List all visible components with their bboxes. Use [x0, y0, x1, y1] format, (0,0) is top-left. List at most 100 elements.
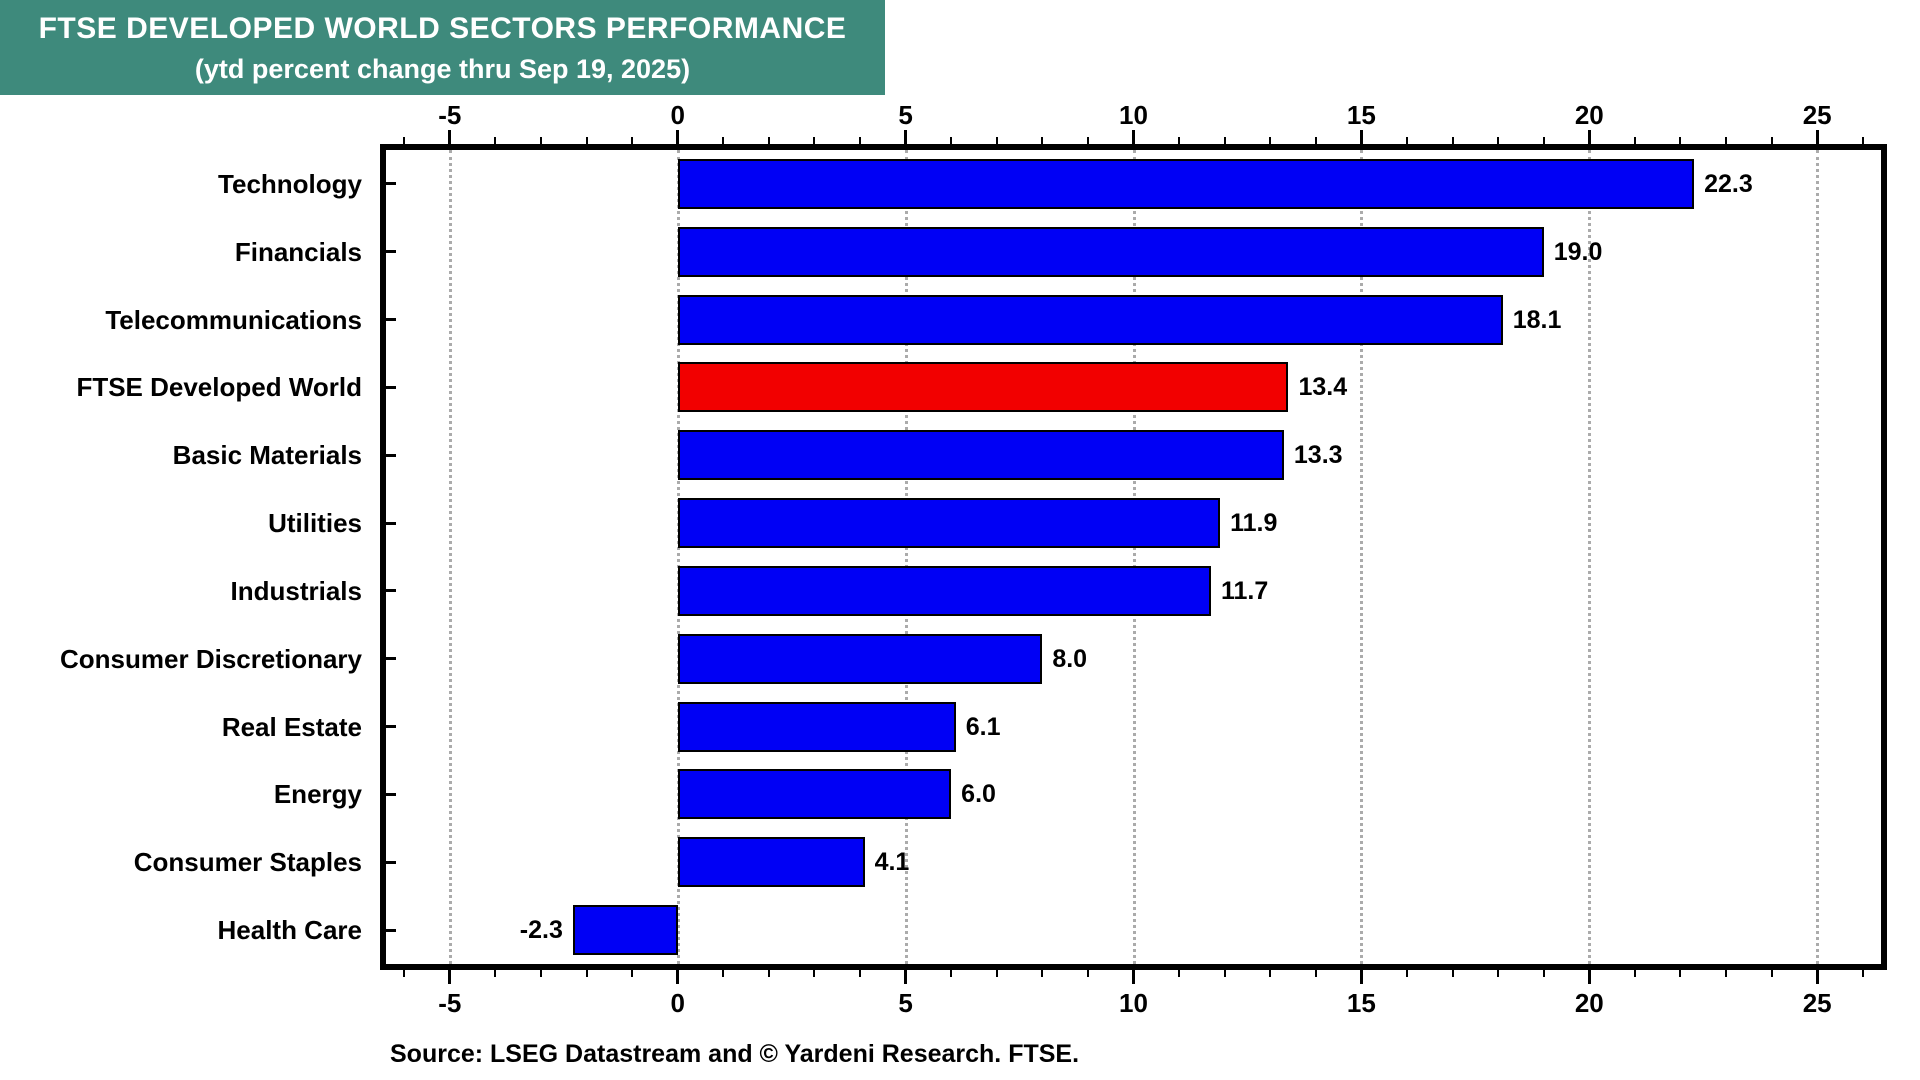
minor-tick: [767, 137, 770, 144]
major-tick: [1815, 130, 1819, 144]
bar-value-label: 22.3: [1704, 169, 1753, 198]
gridline: [1588, 150, 1592, 964]
minor-tick: [1041, 970, 1044, 977]
major-tick: [904, 130, 908, 144]
bar-value-label: 8.0: [1052, 644, 1088, 673]
bar: [677, 430, 1284, 481]
minor-tick: [631, 970, 634, 977]
category-label: Technology: [218, 168, 362, 199]
minor-tick: [1178, 137, 1181, 144]
major-tick: [448, 130, 452, 144]
title-banner: FTSE DEVELOPED WORLD SECTORS PERFORMANCE…: [0, 0, 885, 95]
minor-tick: [1405, 970, 1408, 977]
minor-tick: [539, 137, 542, 144]
row-tick: [386, 385, 396, 389]
minor-tick: [1861, 137, 1864, 144]
axis-tick-label: 0: [670, 100, 685, 130]
major-tick: [1132, 970, 1135, 984]
bar: [677, 158, 1695, 209]
axis-tick-label: 20: [1574, 988, 1604, 1018]
gridline: [676, 150, 680, 964]
axis-tick-label: 20: [1574, 100, 1604, 130]
gridline: [448, 150, 452, 964]
gridline: [904, 150, 908, 964]
minor-tick: [995, 137, 998, 144]
bar-value-label: 19.0: [1553, 237, 1603, 266]
row-tick: [386, 657, 396, 661]
row-tick: [386, 725, 396, 729]
category-label: Energy: [273, 779, 362, 810]
chart-title: FTSE DEVELOPED WORLD SECTORS PERFORMANCE: [38, 11, 847, 45]
minor-tick: [1497, 970, 1500, 977]
minor-tick: [1725, 970, 1728, 977]
bar-value-label: 13.4: [1298, 373, 1348, 402]
minor-tick: [585, 137, 588, 144]
gridline: [1132, 150, 1136, 964]
bar-highlighted: [677, 362, 1289, 413]
row-tick: [386, 182, 396, 186]
bar: [677, 769, 952, 820]
bar-value-label: -2.3: [519, 916, 563, 945]
gridline: [1360, 150, 1364, 964]
minor-tick: [1086, 137, 1089, 144]
row-tick: [386, 589, 396, 593]
bar: [677, 701, 956, 752]
major-tick: [1359, 130, 1363, 144]
bar: [677, 498, 1221, 549]
chart-subtitle: (ytd percent change thru Sep 19, 2025): [194, 53, 691, 84]
major-tick: [448, 970, 452, 984]
minor-tick: [1223, 137, 1226, 144]
minor-tick: [1451, 970, 1454, 977]
category-label: Financials: [234, 236, 362, 267]
major-tick: [1359, 970, 1363, 984]
minor-tick: [1314, 137, 1317, 144]
minor-tick: [631, 137, 634, 144]
row-tick: [386, 860, 396, 864]
minor-tick: [1178, 970, 1181, 977]
bar-value-label: 11.9: [1230, 509, 1278, 538]
major-tick: [904, 970, 908, 984]
category-label: Consumer Discretionary: [60, 643, 362, 674]
row-tick: [386, 318, 396, 322]
major-tick: [1132, 130, 1135, 144]
minor-tick: [1633, 970, 1636, 977]
minor-tick: [1770, 137, 1773, 144]
minor-tick: [494, 970, 497, 977]
minor-tick: [1041, 137, 1044, 144]
axis-tick-label: 25: [1802, 988, 1832, 1018]
minor-tick: [1497, 137, 1500, 144]
category-label: Health Care: [217, 915, 363, 946]
major-tick: [1815, 970, 1819, 984]
minor-tick: [950, 137, 953, 144]
source-note: Source: LSEG Datastream and © Yardeni Re…: [390, 1040, 1080, 1068]
axis-tick-label: 5: [898, 100, 913, 130]
bar-value-label: 6.0: [961, 780, 996, 809]
axis-tick-label: -5: [438, 988, 462, 1018]
row-tick: [386, 521, 396, 525]
axis-tick-label: 10: [1119, 988, 1148, 1018]
minor-tick: [1861, 970, 1864, 977]
major-tick: [676, 130, 680, 144]
minor-tick: [403, 137, 406, 144]
minor-tick: [1725, 137, 1728, 144]
bar-chart-plot-area: 22.3 19.0 18.1 13.4 13.3 11.9 11.7 8.0 6.1 6.0 4.1…: [380, 144, 1887, 970]
minor-tick: [950, 970, 953, 977]
bar: [677, 565, 1211, 616]
category-label-column: Technology Financials Telecommunications FT…: [0, 150, 362, 964]
minor-tick: [1405, 137, 1408, 144]
minor-tick: [539, 970, 542, 977]
minor-tick: [1679, 137, 1682, 144]
major-tick: [676, 970, 680, 984]
gridline: [1816, 150, 1820, 964]
minor-tick: [1314, 970, 1317, 977]
minor-tick: [813, 137, 816, 144]
category-label: Real Estate: [221, 711, 362, 742]
minor-tick: [859, 970, 862, 977]
bar: [677, 226, 1544, 277]
axis-tick-label: 25: [1802, 100, 1832, 130]
axis-tick-label: 0: [670, 988, 685, 1018]
minor-tick: [722, 970, 725, 977]
x-axis-top: -5 0 5 10 15 20 25: [386, 0, 1881, 144]
x-axis-bottom: -5 0 5 10 15 20 25: [386, 970, 1881, 1040]
minor-tick: [767, 970, 770, 977]
